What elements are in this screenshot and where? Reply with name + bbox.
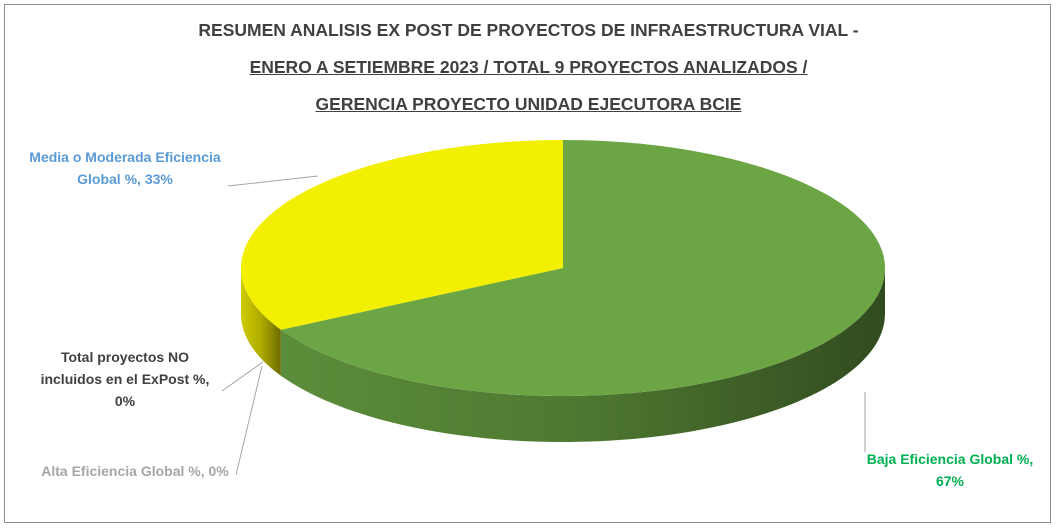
data-label: Baja Eficiencia Global %, 67% bbox=[866, 451, 1034, 489]
title-line: ENERO A SETIEMBRE 2023 / TOTAL 9 PROYECT… bbox=[0, 57, 1057, 78]
leader-line bbox=[227, 175, 319, 187]
pie-side bbox=[280, 268, 885, 442]
chart-frame bbox=[4, 4, 1051, 523]
pie-side bbox=[241, 268, 281, 376]
label-category: Baja Eficiencia Global % bbox=[866, 451, 1030, 467]
pie-slice bbox=[280, 140, 885, 396]
title-text: ENERO A SETIEMBRE 2023 / TOTAL 9 PROYECT… bbox=[249, 57, 808, 77]
data-label: Total proyectos NO incluidos en el ExPos… bbox=[40, 349, 210, 409]
label-value: 33% bbox=[144, 171, 173, 187]
leader-line bbox=[221, 361, 264, 392]
label-value: 0% bbox=[114, 393, 136, 409]
label-value: 67% bbox=[935, 473, 965, 489]
title-line: GERENCIA PROYECTO UNIDAD EJECUTORA BCIE bbox=[0, 94, 1057, 115]
label-value: 0% bbox=[208, 463, 229, 479]
label-category: Total proyectos NO incluidos en el ExPos… bbox=[40, 349, 206, 387]
title-line: RESUMEN ANALISIS EX POST DE PROYECTOS DE… bbox=[0, 20, 1057, 41]
title-text: GERENCIA PROYECTO UNIDAD EJECUTORA BCIE bbox=[315, 94, 742, 114]
label-category: Media o Moderada Eficiencia Global % bbox=[29, 149, 221, 187]
data-label: Media o Moderada Eficiencia Global %, 33… bbox=[29, 149, 221, 187]
data-label: Alta Eficiencia Global %, 0% bbox=[41, 463, 229, 479]
title-text: RESUMEN ANALISIS EX POST DE PROYECTOS DE… bbox=[198, 20, 859, 40]
leader-line bbox=[235, 365, 263, 476]
pie-slice bbox=[241, 140, 563, 330]
label-category: Alta Eficiencia Global % bbox=[41, 463, 201, 479]
